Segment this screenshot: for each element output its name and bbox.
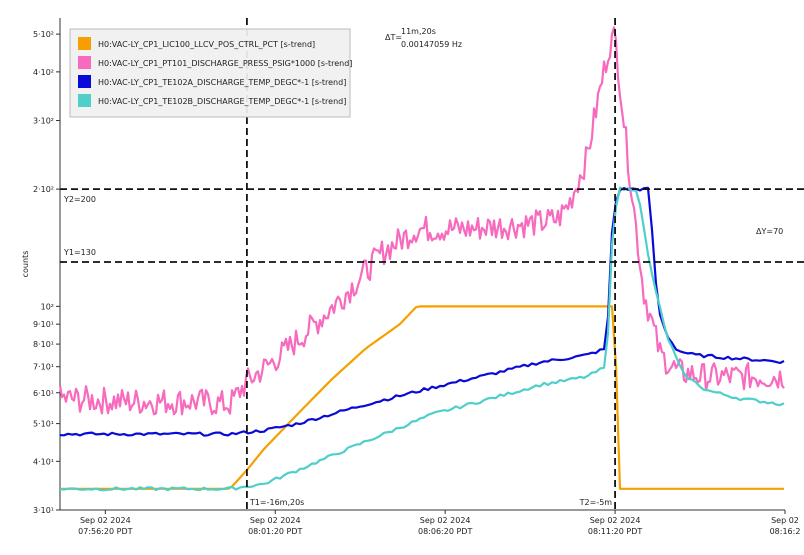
x-tick-time: 08:06:20 PDT — [418, 527, 472, 536]
y-tick-label: 4·10² — [33, 68, 54, 77]
legend-entry-3: H0:VAC-LY_CP1_TE102B_DISCHARGE_TEMP_DEGC… — [98, 97, 346, 106]
x-tick-time: 08:11:20 PDT — [588, 527, 642, 536]
cursor-y2-label: Y2=200 — [63, 195, 96, 204]
x-tick-date: Sep 02 2024 — [590, 516, 641, 525]
x-tick-date: Sep 02 2024 — [420, 516, 471, 525]
cursor-t1-label: T1=-16m,20s — [249, 498, 304, 507]
legend-entry-2: H0:VAC-LY_CP1_TE102A_DISCHARGE_TEMP_DEGC… — [98, 78, 346, 87]
y-tick-label: 9·10¹ — [33, 320, 54, 329]
delta-f-value: 0.00147059 Hz — [401, 40, 462, 49]
y-tick-label: 3·10² — [33, 117, 54, 126]
x-tick-time: 08:16:2 — [770, 527, 801, 536]
x-tick-time: 08:01:20 PDT — [248, 527, 302, 536]
cursor-t2-label: T2=-5m — [579, 498, 613, 507]
legend-entry-0: H0:VAC-LY_CP1_LIC100_LLCV_POS_CTRL_PCT [… — [98, 40, 315, 49]
y-tick-label: 5·10² — [33, 30, 54, 39]
delta-t-prefix: ΔT= — [385, 33, 402, 42]
delta-y-label: ΔY=70 — [756, 227, 783, 236]
x-tick-date: Sep 02 2024 — [80, 516, 131, 525]
y-tick-label: 3·10¹ — [33, 506, 54, 515]
y-axis-label: counts — [21, 251, 30, 278]
legend-swatch-3 — [78, 94, 91, 107]
x-tick-time: 07:56:20 PDT — [78, 527, 132, 536]
delta-t-value: 11m,20s — [401, 27, 436, 36]
legend-entry-1: H0:VAC-LY_CP1_PT101_DISCHARGE_PRESS_PSIG… — [98, 59, 352, 68]
y-tick-label: 10² — [41, 302, 54, 311]
legend-swatch-1 — [78, 56, 91, 69]
y-tick-label: 2·10² — [33, 185, 54, 194]
y-tick-label: 6·10¹ — [33, 389, 54, 398]
x-tick-date: Sep 02 — [771, 516, 799, 525]
series-line-2 — [59, 186, 785, 437]
series-line-0 — [60, 305, 784, 490]
y-tick-label: 8·10¹ — [33, 340, 54, 349]
y-tick-label: 4·10¹ — [33, 457, 54, 466]
legend-swatch-2 — [78, 75, 91, 88]
legend-box — [69, 28, 351, 118]
series-line-3 — [59, 186, 785, 492]
legend-swatch-0 — [78, 37, 91, 50]
series-line-1 — [58, 26, 785, 416]
y-tick-label: 7·10¹ — [33, 363, 54, 372]
cursor-y1-label: Y1=130 — [63, 248, 96, 257]
x-tick-date: Sep 02 2024 — [250, 516, 301, 525]
y-tick-label: 5·10¹ — [33, 420, 54, 429]
